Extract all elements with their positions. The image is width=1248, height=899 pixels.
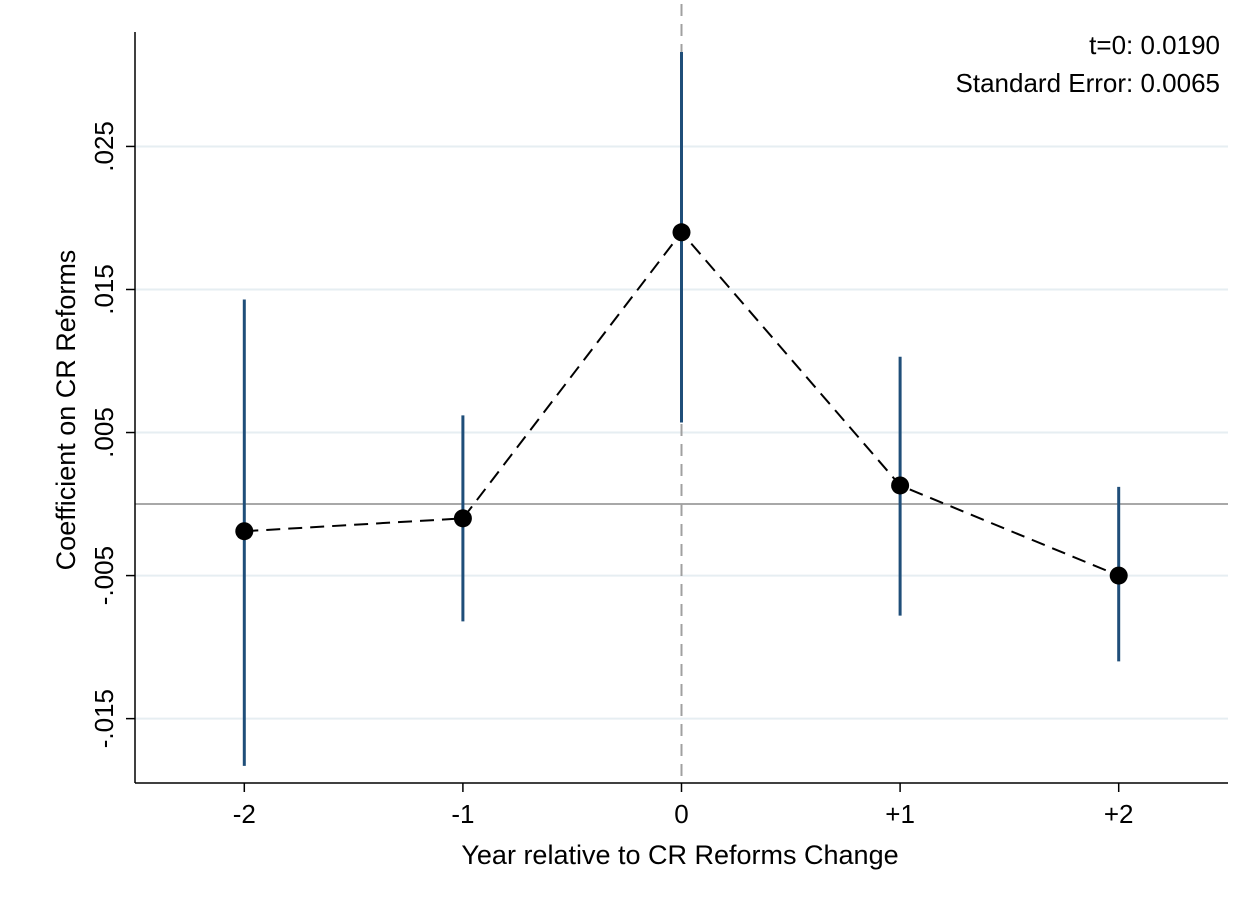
annotation-estimate: t=0: 0.0190	[1089, 30, 1220, 60]
data-point	[235, 522, 254, 541]
y-axis-title: Coefficient on CR Reforms	[51, 250, 81, 571]
y-tick-label: .005	[89, 407, 119, 458]
x-tick-label: +2	[1104, 799, 1134, 829]
annotation-standard-error: Standard Error: 0.0065	[956, 68, 1221, 98]
y-tick-label: .015	[89, 264, 119, 315]
axes: .025 .015 .005 -.005 -.015 -2 -1 0 +1 +2	[89, 32, 1228, 829]
data-point	[453, 509, 472, 528]
y-tick-label: .025	[89, 121, 119, 172]
y-tick-label: -.015	[89, 689, 119, 748]
x-tick-label: -1	[451, 799, 474, 829]
data-point	[1109, 566, 1128, 585]
chart-text: t=0: 0.0190 Standard Error: 0.0065 Year …	[51, 30, 1220, 870]
data-point	[891, 476, 910, 495]
data-point	[672, 223, 691, 242]
confidence-intervals	[242, 52, 1121, 766]
x-tick-label: +1	[885, 799, 915, 829]
coefficient-points	[235, 223, 1128, 585]
x-axis-title: Year relative to CR Reforms Change	[461, 840, 898, 870]
y-tick-label: -.005	[89, 546, 119, 605]
x-tick-label: -2	[233, 799, 256, 829]
x-tick-label: 0	[674, 799, 688, 829]
